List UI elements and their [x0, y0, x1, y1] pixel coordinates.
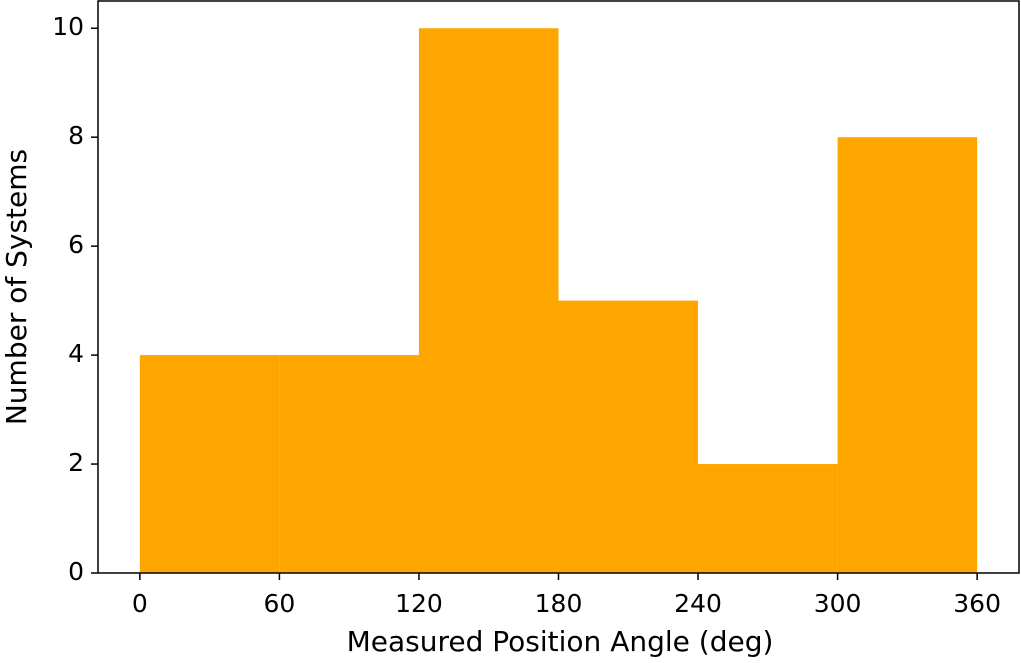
y-tick-label: 4 — [68, 339, 84, 368]
x-tick-label: 60 — [264, 589, 296, 618]
plot-frame — [97, 0, 1020, 574]
x-tick-label: 300 — [814, 589, 862, 618]
bar — [279, 355, 419, 573]
bar — [837, 137, 978, 573]
y-tick-label: 0 — [68, 557, 84, 586]
y-tick-label: 6 — [68, 230, 84, 259]
x-tick-label: 120 — [395, 589, 443, 618]
x-axis-label: Measured Position Angle (deg) — [347, 625, 774, 658]
y-tick-label: 2 — [68, 448, 84, 477]
bar — [698, 464, 838, 573]
x-tick-label: 240 — [674, 589, 722, 618]
x-tick-label: 360 — [953, 589, 1001, 618]
x-tick-label: 0 — [132, 589, 148, 618]
bar — [558, 300, 699, 573]
x-tick-label: 180 — [535, 589, 583, 618]
y-tick-label: 8 — [68, 121, 84, 150]
bar — [418, 28, 559, 573]
y-axis-label: Number of Systems — [0, 149, 33, 425]
bar — [139, 355, 280, 573]
y-tick-label: 10 — [52, 12, 84, 41]
